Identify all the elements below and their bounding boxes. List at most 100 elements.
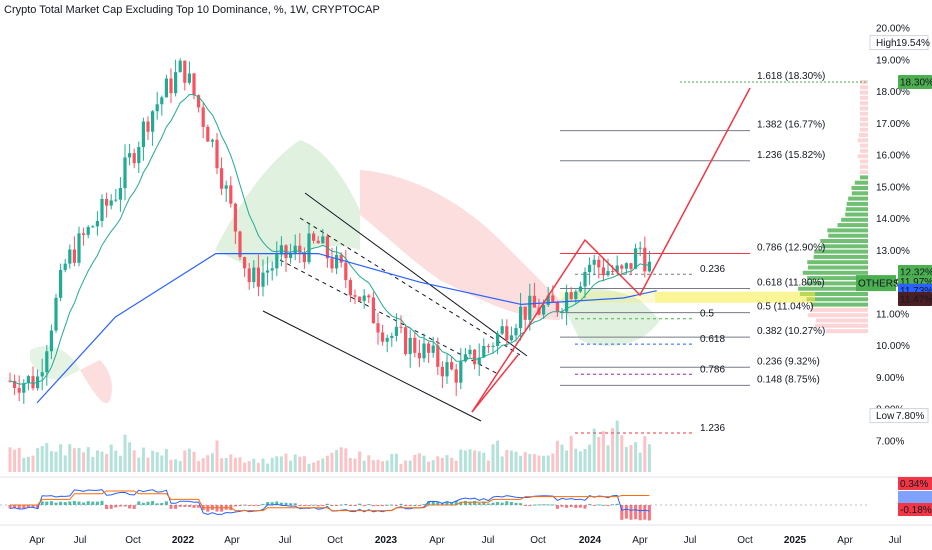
volume-bar	[298, 457, 301, 472]
price-axis-tick: 16.00%	[876, 151, 910, 162]
candle-body	[404, 327, 407, 354]
volume-bar	[165, 449, 168, 472]
candle-body	[441, 367, 444, 376]
fib-retrace-label: 0.786	[700, 364, 725, 375]
volume-bar	[326, 456, 329, 472]
volume-bar	[381, 461, 384, 472]
volume-bar	[505, 450, 508, 472]
macd-histogram-bar	[96, 502, 99, 505]
candle-body	[611, 271, 614, 272]
volume-bar	[64, 455, 67, 472]
time-axis-tick: 2025	[784, 535, 807, 546]
volume-bar	[469, 449, 472, 472]
candle-body	[639, 248, 642, 249]
volume-bar	[358, 451, 361, 472]
candle-body	[206, 127, 209, 142]
candle-body	[399, 327, 402, 328]
volume-bar	[482, 453, 485, 472]
volume-profile-bar	[860, 165, 868, 169]
macd-histogram-bar	[64, 502, 67, 505]
volume-bar	[450, 458, 453, 472]
candle-body	[234, 204, 237, 232]
volume-profile-bar	[852, 186, 868, 190]
volume-bar	[32, 456, 35, 472]
macd-histogram-bar	[519, 503, 522, 505]
candle-body	[606, 271, 609, 275]
macd-histogram-bar	[114, 505, 117, 507]
candle-body	[468, 350, 471, 355]
volume-bar	[630, 445, 633, 472]
macd-histogram-bar	[105, 505, 108, 509]
volume-profile-bar	[860, 85, 868, 89]
volume-profile-bar	[860, 170, 868, 174]
volume-profile-bar	[808, 266, 868, 270]
volume-bar	[110, 445, 113, 472]
volume-bar	[611, 428, 614, 472]
macd-histogram-bar	[574, 505, 577, 508]
volume-bar	[547, 455, 550, 472]
volume-bar	[91, 457, 94, 472]
fib-extension-label: 0.618 (11.80%)	[757, 278, 825, 289]
volume-bar	[344, 448, 347, 472]
macd-histogram-bar	[317, 505, 320, 506]
time-axis-tick: 2024	[579, 535, 602, 546]
volume-bar	[331, 453, 334, 472]
candle-body	[215, 140, 218, 168]
macd-histogram-bar	[643, 505, 646, 520]
macd-histogram-bar	[372, 505, 375, 506]
candle-body	[597, 260, 600, 268]
volume-profile-bar	[860, 91, 868, 95]
volume-bar	[183, 450, 186, 472]
volume-bar	[9, 447, 12, 472]
volume-bar	[441, 458, 444, 472]
candle-body	[248, 268, 251, 282]
candle-body	[146, 121, 149, 131]
candle-body	[358, 297, 361, 301]
time-axis-tick: Apr	[29, 535, 45, 546]
candle-body	[45, 351, 48, 372]
macd-histogram-bar	[294, 503, 297, 505]
candle-body	[114, 200, 117, 201]
volume-bar	[101, 452, 104, 472]
macd-histogram-bar	[59, 502, 62, 505]
target-badge: 18.30%	[900, 78, 932, 89]
candle-body	[257, 268, 260, 287]
volume-bar	[593, 429, 596, 472]
price-axis-tick: 14.00%	[876, 214, 910, 225]
candle-body	[192, 73, 195, 95]
volume-profile-bar	[860, 160, 868, 164]
volume-profile-bar	[845, 213, 868, 217]
volume-profile-bar	[860, 149, 868, 153]
candle-body	[363, 296, 366, 301]
candle-body	[266, 270, 269, 272]
volume-bar	[400, 464, 403, 472]
candle-body	[450, 362, 453, 369]
candle-body	[50, 330, 53, 351]
macd-badge-top: 0.34%	[900, 479, 928, 490]
candle-body	[436, 346, 439, 367]
volume-bar	[308, 464, 311, 472]
macd-histogram-bar	[147, 502, 150, 505]
macd-histogram-bar	[151, 501, 154, 505]
macd-histogram-bar	[634, 505, 637, 519]
volume-bar	[464, 450, 467, 472]
candle-body	[514, 328, 517, 335]
macd-histogram-bar	[547, 504, 550, 505]
volume-bar	[27, 457, 30, 472]
volume-bar	[36, 448, 39, 472]
volume-bar	[160, 455, 163, 472]
candle-body	[183, 61, 186, 83]
volume-bar	[418, 453, 421, 472]
volume-bar	[519, 456, 522, 472]
macd-histogram-bar	[478, 503, 481, 505]
volume-bar	[551, 454, 554, 472]
candle-body	[91, 226, 94, 227]
macd-histogram-bar	[133, 505, 136, 509]
candle-body	[579, 286, 582, 291]
volume-bar	[602, 431, 605, 472]
candle-body	[229, 185, 232, 203]
support-badge: 11.47%	[900, 294, 932, 305]
volume-bar	[436, 456, 439, 472]
fib-retrace-label: 1.236	[700, 423, 725, 434]
